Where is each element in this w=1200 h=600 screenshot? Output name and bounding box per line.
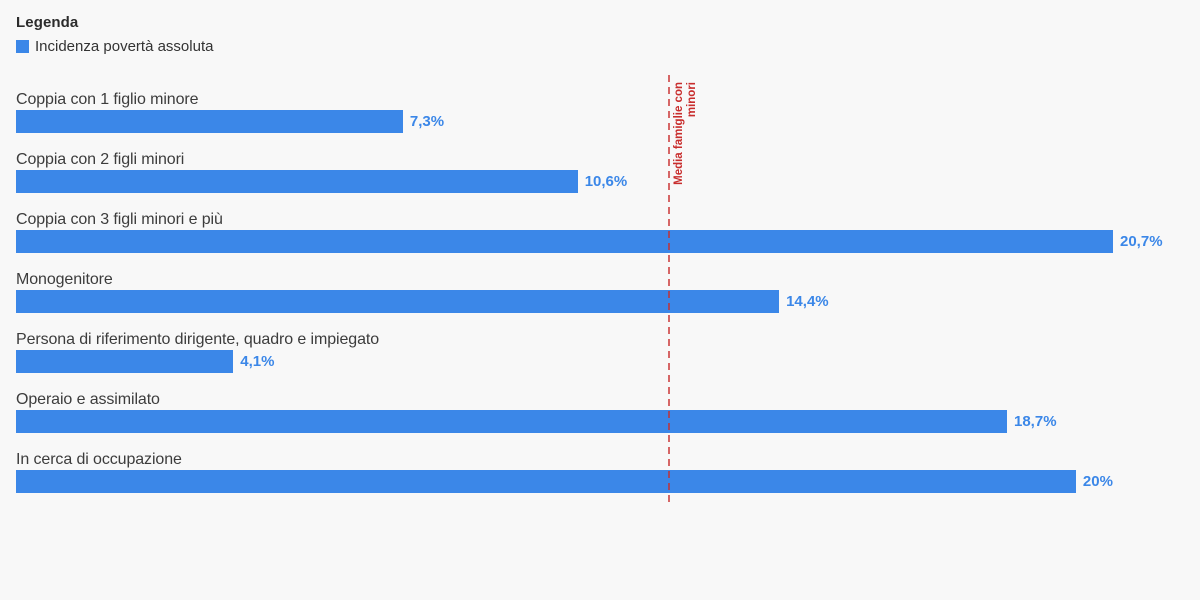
bar-row: Coppia con 3 figli minori e più 20,7%: [16, 209, 1176, 253]
bar[interactable]: [16, 110, 403, 133]
bar-track: 18,7%: [16, 410, 1176, 433]
bar-row: Persona di riferimento dirigente, quadro…: [16, 329, 1176, 373]
bar[interactable]: [16, 470, 1076, 493]
bar-track: 7,3%: [16, 110, 1176, 133]
bar-row: Monogenitore 14,4%: [16, 269, 1176, 313]
value-label: 20%: [1082, 473, 1113, 490]
bar[interactable]: [16, 290, 780, 313]
value-label: 20,7%: [1120, 233, 1163, 250]
value-label: 7,3%: [409, 113, 445, 130]
legend-item[interactable]: Incidenza povertà assoluta: [16, 39, 213, 54]
bar-track: 20,7%: [16, 230, 1176, 253]
bar-row: Operaio e assimilato 18,7%: [16, 389, 1176, 433]
legend: Legenda Incidenza povertà assoluta: [16, 14, 213, 54]
value-label: 4,1%: [240, 353, 275, 370]
bar-row: Coppia con 2 figli minori 10,6%: [16, 149, 1176, 193]
category-label: Coppia con 3 figli minori e più: [16, 211, 223, 228]
plot-area: Coppia con 1 figlio minore 7,3% Coppia c…: [16, 89, 1176, 509]
category-label: Operaio e assimilato: [16, 391, 160, 408]
category-label: Persona di riferimento dirigente, quadro…: [16, 331, 380, 348]
value-label: 10,6%: [584, 173, 628, 190]
bar[interactable]: [16, 350, 234, 373]
category-label: Monogenitore: [16, 271, 113, 288]
bar[interactable]: [16, 410, 1007, 433]
bar-track: 14,4%: [16, 290, 1176, 313]
category-label: In cerca di occupazione: [16, 451, 182, 468]
bar[interactable]: [16, 230, 1113, 253]
bar-track: 4,1%: [16, 350, 1176, 373]
bar-row: Coppia con 1 figlio minore 7,3%: [16, 89, 1176, 133]
category-label: Coppia con 1 figlio minore: [16, 91, 199, 108]
value-label: 18,7%: [1014, 413, 1057, 430]
bar-track: 20%: [16, 470, 1176, 493]
bar-row: In cerca di occupazione 20%: [16, 449, 1176, 493]
legend-item-label: Incidenza povertà assoluta: [35, 38, 214, 55]
legend-title: Legenda: [16, 14, 79, 31]
bar[interactable]: [16, 170, 578, 193]
category-label: Coppia con 2 figli minori: [16, 151, 185, 168]
legend-swatch-icon: [16, 40, 29, 53]
value-label: 14,4%: [786, 293, 829, 310]
bar-track: 10,6%: [16, 170, 1176, 193]
